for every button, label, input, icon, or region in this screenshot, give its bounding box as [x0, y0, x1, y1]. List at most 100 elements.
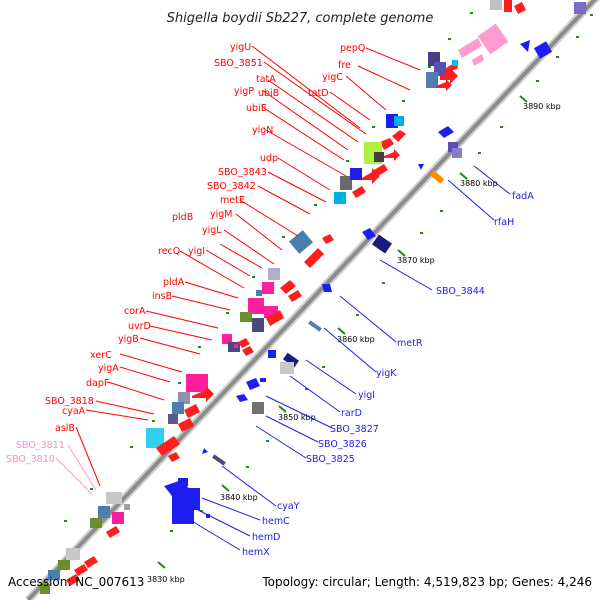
gene-block — [172, 402, 184, 414]
gene-block — [477, 23, 509, 55]
scale-tick-label: 3890 kbp — [523, 102, 561, 111]
gene-arrow — [202, 448, 208, 454]
gene-label: metE — [220, 195, 245, 206]
gene-arrow — [246, 378, 260, 390]
gene-label: hemC — [262, 516, 290, 527]
gene-arrow — [280, 280, 296, 294]
gene-arrow — [418, 164, 424, 170]
gene-arrow — [156, 436, 180, 456]
gene-block — [186, 374, 208, 392]
gene-arrow — [84, 556, 98, 568]
gene-label: aslB — [55, 423, 75, 434]
gene-arrow — [438, 126, 454, 138]
gene-arrow — [192, 386, 214, 402]
gene-block — [260, 378, 266, 382]
gene-arrow — [322, 234, 334, 244]
gene-label: cyaA — [62, 406, 86, 417]
gene-arrow — [472, 54, 484, 66]
gene-block — [533, 41, 553, 59]
gene-label: yigM — [210, 209, 233, 220]
gene-arrow — [178, 418, 194, 432]
gene-block — [248, 298, 264, 314]
gene-label: SBO_3844 — [436, 286, 485, 297]
gene-label: uvrD — [128, 321, 151, 332]
gene-arrow — [168, 452, 180, 462]
gene-label: fre — [338, 60, 351, 71]
gene-arrow — [266, 310, 284, 326]
gene-block — [262, 282, 274, 294]
gene-arrow — [384, 149, 400, 161]
gene-arrow — [242, 346, 254, 356]
scale-ticks: 3830 kbp 3840 kbp 3850 kbp 3860 kbp 3870… — [147, 95, 561, 584]
gene-label: SBO_3811 — [16, 440, 65, 451]
gene-block — [256, 290, 262, 296]
gene-block — [252, 402, 264, 414]
topology-summary: Topology: circular; Length: 4,519,823 bp… — [261, 575, 592, 589]
gene-block — [66, 548, 80, 560]
gene-label: SBO_3827 — [330, 424, 379, 435]
scale-tick-label: 3880 kbp — [460, 179, 498, 188]
gene-block — [452, 60, 458, 66]
gene-arrow — [458, 38, 482, 58]
gene-block — [58, 560, 70, 570]
gene-label: SBO_3818 — [45, 396, 94, 407]
gene-block — [168, 414, 178, 424]
gene-label: yigU — [230, 42, 251, 53]
scale-tick-label: 3870 kbp — [397, 256, 435, 265]
gene-label: SBO_3826 — [318, 439, 367, 450]
gene-arrow — [362, 228, 376, 240]
scale-tick-label: 3860 kbp — [337, 335, 375, 344]
gene-label: yigN — [252, 125, 273, 136]
gene-label: pepQ — [340, 43, 365, 54]
gene-block — [448, 142, 458, 152]
gene-block — [426, 72, 438, 88]
gene-block — [240, 312, 252, 322]
gene-label: ubiE — [246, 103, 267, 114]
gene-block — [288, 230, 314, 254]
gene-block — [252, 318, 264, 332]
gene-block — [124, 504, 130, 510]
gene-label: yigA — [98, 363, 119, 374]
gene-label: udp — [260, 153, 278, 164]
gene-label: pldA — [163, 277, 185, 288]
gene-label: corA — [124, 306, 146, 317]
gene-label: SBO_3851 — [214, 58, 263, 69]
gene-block — [280, 362, 294, 374]
gene-arrow — [106, 526, 120, 538]
gene-arrow — [436, 79, 452, 91]
gene-block — [282, 352, 300, 368]
gene-arrow — [236, 394, 248, 402]
gene-label: SBO_3843 — [218, 167, 267, 178]
scale-tick-label: 3830 kbp — [147, 575, 185, 584]
gene-block — [212, 454, 226, 466]
leader-lines — [55, 45, 511, 551]
gene-label: yigC — [322, 72, 343, 83]
gene-label: SBO_3810 — [6, 454, 55, 465]
reverse-gene-labels: fadA rfaH SBO_3844 metR yigK yigI rarD S… — [242, 191, 534, 558]
gene-block — [394, 116, 404, 126]
reverse-strand-features — [164, 2, 586, 524]
gene-block — [490, 0, 502, 10]
gene-label: tatA — [256, 74, 276, 85]
gene-arrow — [520, 40, 530, 52]
gene-label: rarD — [341, 408, 362, 419]
gene-block — [504, 0, 512, 12]
gene-arrow — [184, 404, 200, 418]
gene-arrow — [380, 138, 394, 150]
gene-label: yigB — [118, 334, 139, 345]
genome-backbone — [25, 0, 600, 600]
gene-block — [222, 334, 232, 344]
gene-label: SBO_3825 — [306, 454, 355, 465]
gene-label: hemD — [252, 532, 280, 543]
gene-block — [178, 478, 188, 486]
gene-block — [234, 344, 238, 348]
gene-block — [172, 488, 200, 510]
gene-label: hemX — [242, 547, 270, 558]
gene-block — [98, 506, 110, 518]
gene-block — [452, 148, 462, 158]
gene-label: ubiB — [258, 88, 279, 99]
gene-arrow — [74, 564, 88, 576]
gene-block — [372, 234, 392, 254]
scale-tick-label: 3850 kbp — [278, 413, 316, 422]
